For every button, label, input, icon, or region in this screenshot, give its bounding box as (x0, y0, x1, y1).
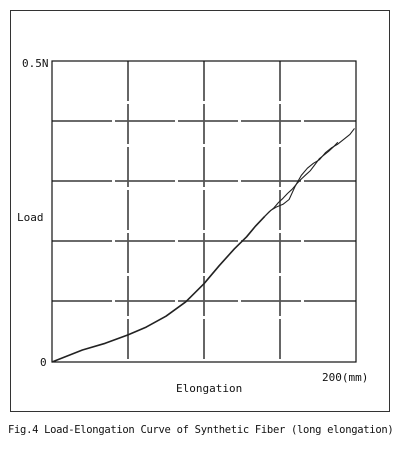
y-axis-label: Load (17, 211, 44, 224)
series-line-1 (51, 215, 266, 363)
y-tick-label-top: 0.5N (22, 57, 49, 70)
chart-frame (10, 10, 390, 412)
grid-lines (52, 61, 356, 362)
series-line-2 (264, 128, 355, 217)
figure-caption: Fig.4 Load-Elongation Curve of Synthetic… (8, 424, 394, 436)
x-axis-label: Elongation (176, 382, 242, 395)
y-tick-label-bottom: 0 (40, 356, 47, 369)
x-tick-label-right: 200(mm) (322, 371, 368, 384)
plot-area-border (51, 60, 357, 363)
series-layer (51, 128, 355, 363)
series-line-3 (264, 141, 339, 217)
